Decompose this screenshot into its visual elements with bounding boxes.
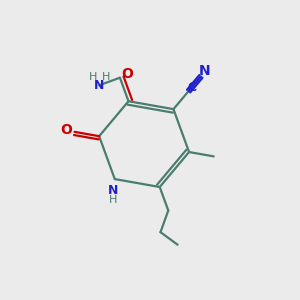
Text: H: H <box>88 72 97 82</box>
Text: N: N <box>108 184 119 197</box>
Text: H: H <box>109 195 118 205</box>
Text: N: N <box>199 64 211 79</box>
Text: H: H <box>101 72 110 82</box>
Text: N: N <box>94 79 104 92</box>
Text: O: O <box>61 123 72 137</box>
Text: O: O <box>122 68 134 81</box>
Text: C: C <box>188 80 196 94</box>
